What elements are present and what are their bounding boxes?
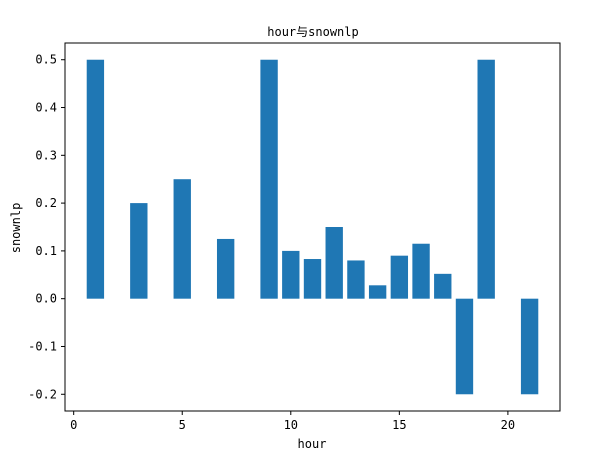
x-tick-label: 10 [284,418,298,432]
bar-hour-3 [130,203,148,299]
bar-hour-10 [282,250,300,299]
y-tick-label: 0.3 [35,148,57,162]
bar-hour-7 [216,238,235,299]
bar-hour-17 [434,273,452,299]
y-tick-label: 0.5 [35,53,57,67]
y-axis-label: snownlp [9,203,23,254]
bar-hour-5 [173,179,191,299]
y-tick-label: 0.1 [35,244,57,258]
bar-hour-12 [325,227,343,299]
bar-hour-18 [455,298,474,395]
bar-hour-13 [347,260,365,299]
x-axis-label: hour [298,437,327,451]
y-axis-ticks: -0.2 -0.1 0.0 0.1 0.2 0.3 0.4 0.5 [28,53,65,401]
x-tick-label: 15 [392,418,406,432]
bar-hour-14 [368,285,387,299]
bar-hour-11 [303,259,322,299]
bar-hour-16 [412,243,430,299]
bar-hour-21 [520,298,539,395]
y-tick-label: 0.0 [35,292,57,306]
bar-hour-1 [86,59,105,299]
y-tick-label: -0.2 [28,387,57,401]
y-tick-label: -0.1 [28,339,57,353]
bar-hour-15 [390,255,409,299]
x-tick-label: 5 [179,418,186,432]
x-tick-label: 20 [501,418,515,432]
bars-group [86,59,539,395]
x-tick-label: 0 [70,418,77,432]
bar-hour-9 [260,59,278,299]
plot-frame [64,42,561,412]
y-tick-label: 0.2 [35,196,57,210]
y-tick-label: 0.4 [35,101,57,115]
chart-title: hour与snownlp [267,25,358,39]
x-axis-ticks: 0 5 10 15 20 [70,411,515,432]
bar-hour-19 [477,59,495,299]
